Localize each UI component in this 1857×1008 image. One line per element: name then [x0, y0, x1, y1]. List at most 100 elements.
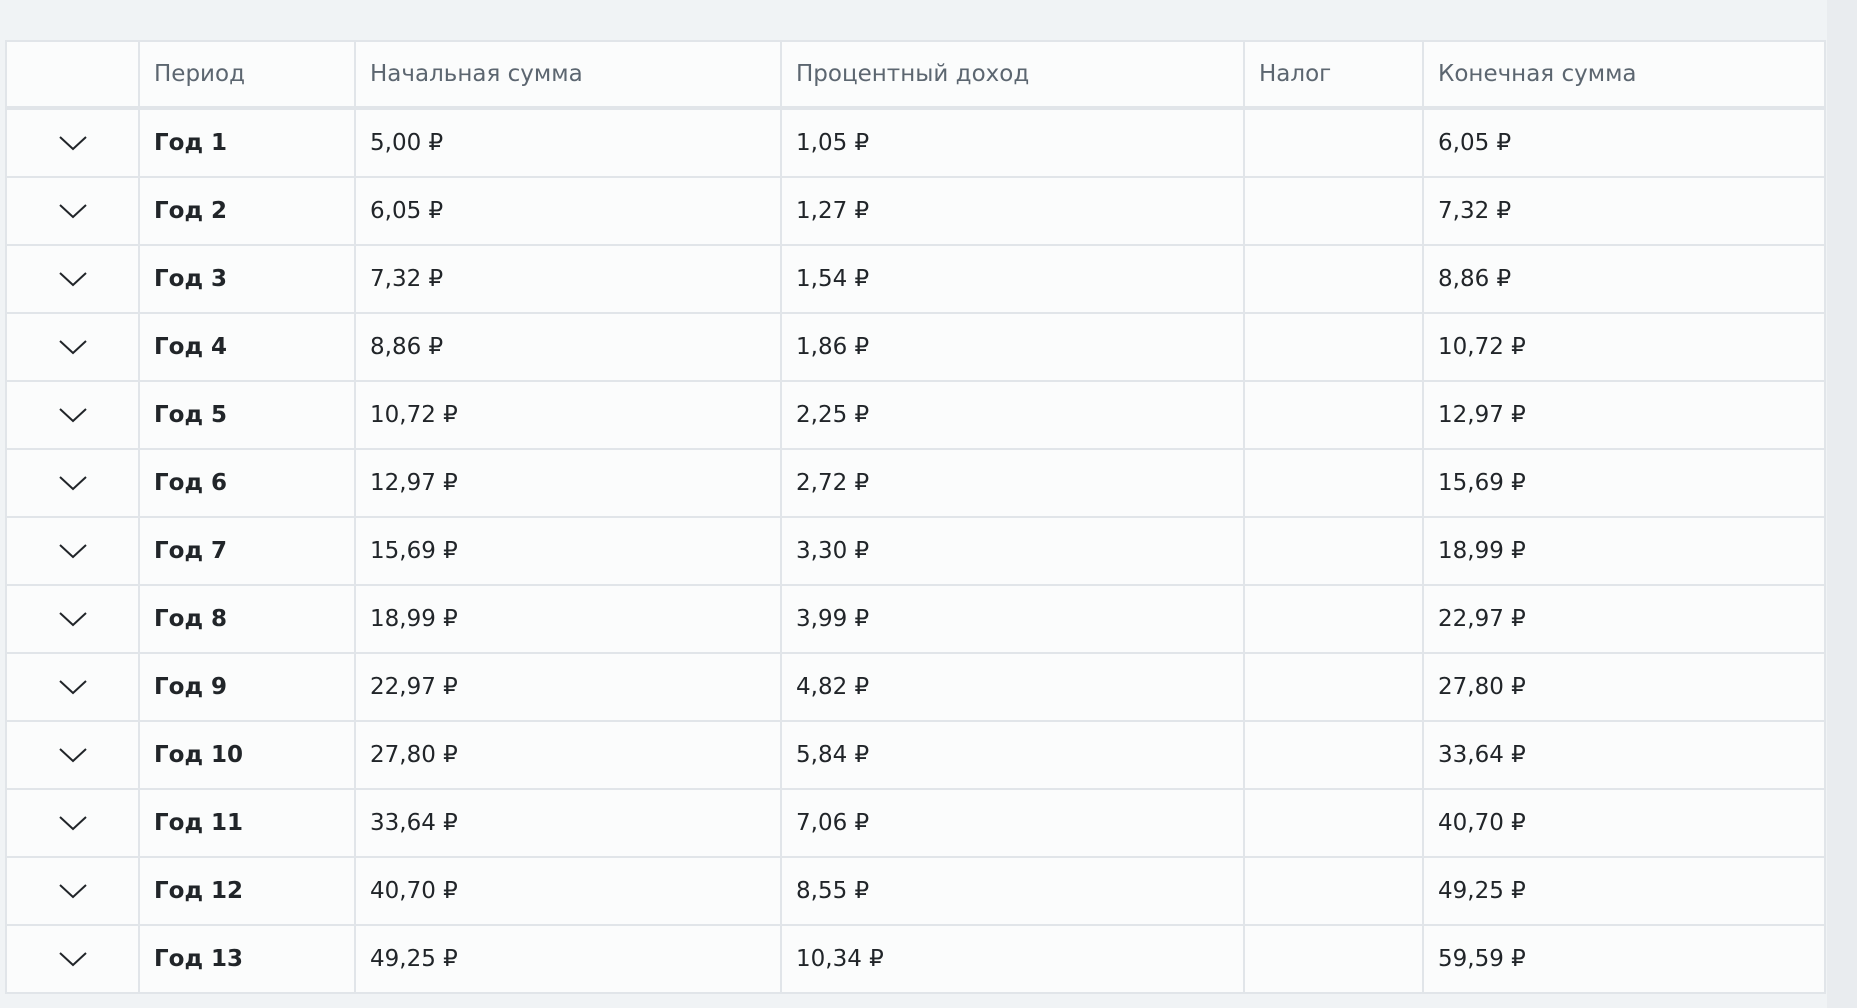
chevron-down-icon [58, 612, 87, 627]
header-period: Период [138, 40, 356, 110]
start-amount-cell: 12,97 ₽ [354, 448, 782, 518]
tax-cell [1243, 244, 1424, 314]
end-amount-cell: 49,25 ₽ [1422, 856, 1826, 926]
interest-income-cell: 7,06 ₽ [780, 788, 1245, 858]
table-row[interactable]: Год 13 49,25 ₽10,34 ₽ 59,59 ₽ [5, 924, 1826, 994]
expand-row-button[interactable] [5, 312, 140, 382]
header-tax: Налог [1243, 40, 1424, 110]
chevron-down-icon [58, 816, 87, 831]
interest-schedule-table: Период Начальная сумма Процентный доход … [5, 40, 1826, 994]
period-cell: Год 2 [138, 176, 356, 246]
end-amount-cell: 10,72 ₽ [1422, 312, 1826, 382]
tax-cell [1243, 924, 1424, 994]
interest-income-cell: 3,99 ₽ [780, 584, 1245, 654]
tax-cell [1243, 652, 1424, 722]
table-header-row: Период Начальная сумма Процентный доход … [5, 40, 1826, 110]
header-start-amount: Начальная сумма [354, 40, 782, 110]
tax-cell [1243, 856, 1424, 926]
period-cell: Год 10 [138, 720, 356, 790]
chevron-down-icon [58, 544, 87, 559]
chevron-down-icon [58, 748, 87, 763]
interest-income-cell: 1,05 ₽ [780, 107, 1245, 178]
interest-income-cell: 1,27 ₽ [780, 176, 1245, 246]
interest-income-cell: 8,55 ₽ [780, 856, 1245, 926]
chevron-down-icon [58, 884, 87, 899]
expand-row-button[interactable] [5, 924, 140, 994]
table-row[interactable]: Год 8 18,99 ₽3,99 ₽ 22,97 ₽ [5, 584, 1826, 654]
end-amount-cell: 22,97 ₽ [1422, 584, 1826, 654]
end-amount-cell: 6,05 ₽ [1422, 107, 1826, 178]
table-row[interactable]: Год 12 40,70 ₽8,55 ₽ 49,25 ₽ [5, 856, 1826, 926]
chevron-down-icon [58, 204, 87, 219]
period-cell: Год 7 [138, 516, 356, 586]
interest-income-cell: 3,30 ₽ [780, 516, 1245, 586]
scrollbar-track[interactable] [1827, 0, 1857, 1008]
end-amount-cell: 40,70 ₽ [1422, 788, 1826, 858]
start-amount-cell: 33,64 ₽ [354, 788, 782, 858]
period-cell: Год 3 [138, 244, 356, 314]
table-row[interactable]: Год 2 6,05 ₽1,27 ₽ 7,32 ₽ [5, 176, 1826, 246]
table-row[interactable]: Год 10 27,80 ₽5,84 ₽ 33,64 ₽ [5, 720, 1826, 790]
end-amount-cell: 15,69 ₽ [1422, 448, 1826, 518]
chevron-down-icon [58, 476, 87, 491]
period-cell: Год 12 [138, 856, 356, 926]
expand-row-button[interactable] [5, 176, 140, 246]
tax-cell [1243, 720, 1424, 790]
period-cell: Год 8 [138, 584, 356, 654]
expand-row-button[interactable] [5, 720, 140, 790]
table-row[interactable]: Год 3 7,32 ₽1,54 ₽ 8,86 ₽ [5, 244, 1826, 314]
tax-cell [1243, 176, 1424, 246]
expand-row-button[interactable] [5, 107, 140, 178]
period-cell: Год 6 [138, 448, 356, 518]
period-cell: Год 9 [138, 652, 356, 722]
period-cell: Год 5 [138, 380, 356, 450]
end-amount-cell: 27,80 ₽ [1422, 652, 1826, 722]
tax-cell [1243, 584, 1424, 654]
tax-cell [1243, 312, 1424, 382]
header-expand [5, 40, 140, 110]
interest-income-cell: 4,82 ₽ [780, 652, 1245, 722]
start-amount-cell: 40,70 ₽ [354, 856, 782, 926]
period-cell: Год 1 [138, 107, 356, 178]
expand-row-button[interactable] [5, 380, 140, 450]
interest-income-cell: 1,54 ₽ [780, 244, 1245, 314]
end-amount-cell: 7,32 ₽ [1422, 176, 1826, 246]
interest-income-cell: 2,25 ₽ [780, 380, 1245, 450]
expand-row-button[interactable] [5, 788, 140, 858]
expand-row-button[interactable] [5, 584, 140, 654]
table-row[interactable]: Год 9 22,97 ₽4,82 ₽ 27,80 ₽ [5, 652, 1826, 722]
table-row[interactable]: Год 7 15,69 ₽3,30 ₽ 18,99 ₽ [5, 516, 1826, 586]
end-amount-cell: 8,86 ₽ [1422, 244, 1826, 314]
period-cell: Год 13 [138, 924, 356, 994]
start-amount-cell: 10,72 ₽ [354, 380, 782, 450]
chevron-down-icon [58, 136, 87, 151]
table-row[interactable]: Год 1 5,00 ₽1,05 ₽ 6,05 ₽ [5, 107, 1826, 178]
expand-row-button[interactable] [5, 516, 140, 586]
end-amount-cell: 18,99 ₽ [1422, 516, 1826, 586]
tax-cell [1243, 380, 1424, 450]
start-amount-cell: 27,80 ₽ [354, 720, 782, 790]
expand-row-button[interactable] [5, 652, 140, 722]
tax-cell [1243, 516, 1424, 586]
expand-row-button[interactable] [5, 244, 140, 314]
tax-cell [1243, 107, 1424, 178]
start-amount-cell: 18,99 ₽ [354, 584, 782, 654]
tax-cell [1243, 448, 1424, 518]
expand-row-button[interactable] [5, 856, 140, 926]
table-row[interactable]: Год 4 8,86 ₽1,86 ₽ 10,72 ₽ [5, 312, 1826, 382]
start-amount-cell: 22,97 ₽ [354, 652, 782, 722]
chevron-down-icon [58, 408, 87, 423]
table-row[interactable]: Год 11 33,64 ₽7,06 ₽ 40,70 ₽ [5, 788, 1826, 858]
chevron-down-icon [58, 680, 87, 695]
start-amount-cell: 5,00 ₽ [354, 107, 782, 178]
start-amount-cell: 8,86 ₽ [354, 312, 782, 382]
period-cell: Год 4 [138, 312, 356, 382]
start-amount-cell: 6,05 ₽ [354, 176, 782, 246]
interest-income-cell: 10,34 ₽ [780, 924, 1245, 994]
chevron-down-icon [58, 340, 87, 355]
period-cell: Год 11 [138, 788, 356, 858]
expand-row-button[interactable] [5, 448, 140, 518]
table-row[interactable]: Год 6 12,97 ₽2,72 ₽ 15,69 ₽ [5, 448, 1826, 518]
header-interest-income: Процентный доход [780, 40, 1245, 110]
table-row[interactable]: Год 5 10,72 ₽2,25 ₽ 12,97 ₽ [5, 380, 1826, 450]
